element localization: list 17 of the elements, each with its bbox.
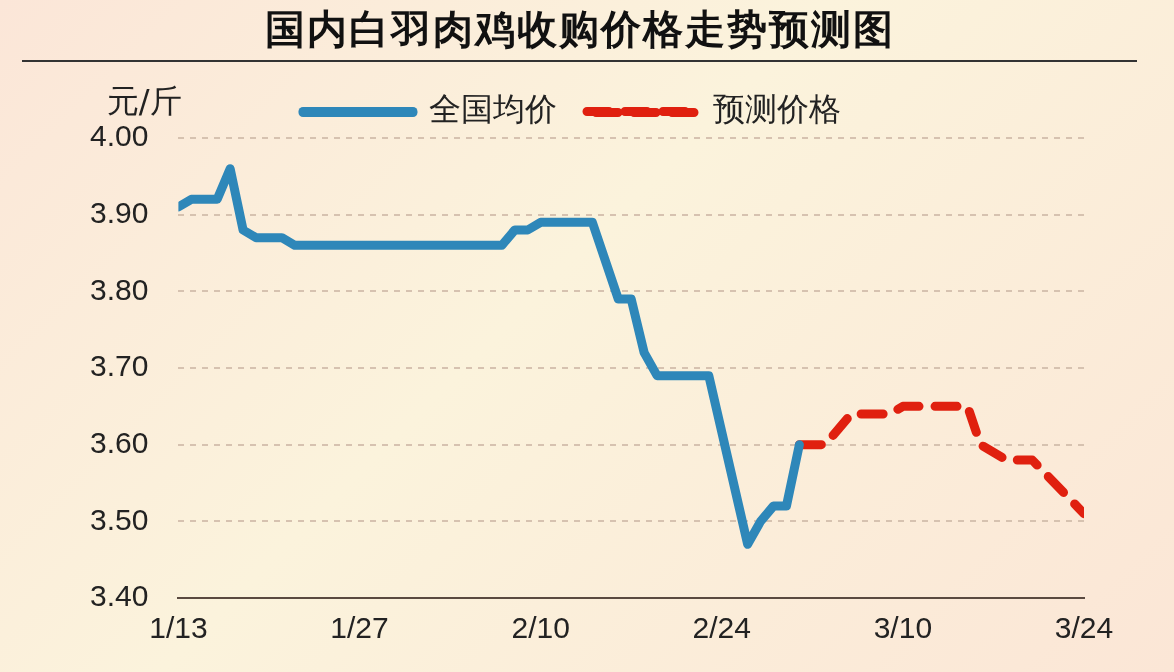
legend-label: 全国均价 <box>429 90 557 129</box>
chart-title: 国内白羽肉鸡收购价格走势预测图 <box>22 0 1137 62</box>
y-tick-label: 4.00 <box>90 119 149 153</box>
y-tick-label: 3.80 <box>90 272 149 306</box>
legend-label: 预测价格 <box>713 90 841 129</box>
y-tick-label: 3.50 <box>90 502 149 536</box>
x-tick-label: 2/24 <box>692 611 751 645</box>
y-tick-label: 3.40 <box>90 579 149 613</box>
y-tick-label: 3.70 <box>90 349 149 383</box>
y-tick-label: 3.90 <box>90 195 149 229</box>
x-tick-label: 3/10 <box>873 611 933 645</box>
y-axis-title: 元/斤 <box>106 82 182 121</box>
x-tick-label: 1/27 <box>330 611 389 645</box>
x-tick-label: 1/13 <box>149 611 208 645</box>
y-tick-label: 3.60 <box>90 425 149 459</box>
x-tick-label: 3/24 <box>1054 611 1114 645</box>
x-tick-label: 2/10 <box>511 611 570 645</box>
